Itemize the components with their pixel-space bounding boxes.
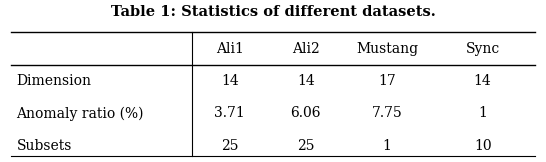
Text: 25: 25	[221, 139, 239, 153]
Text: 14: 14	[297, 74, 314, 88]
Text: Anomaly ratio (%): Anomaly ratio (%)	[16, 106, 144, 121]
Text: 25: 25	[297, 139, 314, 153]
Text: Mustang: Mustang	[356, 42, 418, 56]
Text: 1: 1	[478, 106, 487, 120]
Text: 1: 1	[383, 139, 391, 153]
Text: 14: 14	[221, 74, 239, 88]
Text: Dimension: Dimension	[16, 74, 91, 88]
Text: Subsets: Subsets	[16, 139, 72, 153]
Text: Table 1: Statistics of different datasets.: Table 1: Statistics of different dataset…	[111, 5, 435, 19]
Text: 10: 10	[474, 139, 491, 153]
Text: 3.71: 3.71	[215, 106, 245, 120]
Text: 6.06: 6.06	[290, 106, 321, 120]
Text: 7.75: 7.75	[372, 106, 402, 120]
Text: 14: 14	[474, 74, 491, 88]
Text: Sync: Sync	[466, 42, 500, 56]
Text: 17: 17	[378, 74, 396, 88]
Text: Ali2: Ali2	[292, 42, 319, 56]
Text: Ali1: Ali1	[216, 42, 244, 56]
